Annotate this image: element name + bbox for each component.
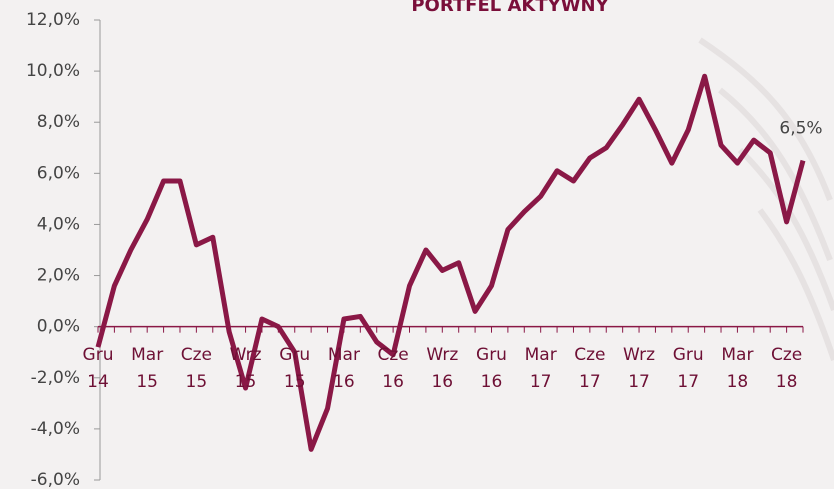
y-tick-label: 0,0% bbox=[37, 317, 80, 337]
y-tick-label: 2,0% bbox=[37, 266, 80, 286]
y-tick-label: 4,0% bbox=[37, 214, 80, 234]
y-tick-label: 10,0% bbox=[26, 61, 80, 81]
x-tick-label: Cze 15 bbox=[180, 344, 212, 392]
x-tick-label: Gru 17 bbox=[672, 344, 704, 392]
x-tick-label: Cze 16 bbox=[377, 344, 409, 392]
y-tick-label: -2,0% bbox=[31, 368, 80, 388]
x-tick-label: Mar 15 bbox=[131, 344, 164, 392]
x-tick-label: Mar 16 bbox=[327, 344, 360, 392]
chart-title: PORTFEL AKTYWNY bbox=[411, 0, 609, 16]
x-tick-label: Cze 18 bbox=[770, 344, 803, 392]
y-tick-label: 12,0% bbox=[26, 10, 80, 30]
x-tick-label: Gru 14 bbox=[82, 344, 114, 392]
y-tick-label: 6,0% bbox=[37, 163, 80, 183]
x-tick-label: Wrz 16 bbox=[426, 344, 459, 392]
decoration bbox=[698, 37, 834, 361]
x-tick-label: Mar 18 bbox=[721, 344, 754, 392]
line bbox=[95, 73, 806, 452]
value-label: 6,5% bbox=[779, 119, 822, 139]
x-tick-label: Gru 16 bbox=[476, 344, 507, 392]
y-tick-label: -6,0% bbox=[31, 470, 80, 489]
x-tick-label: Wrz 17 bbox=[623, 344, 656, 392]
x-tick-label: Mar 17 bbox=[524, 344, 557, 392]
x-tick-label: Cze 17 bbox=[574, 344, 606, 392]
x-tick-label: Wrz 15 bbox=[229, 344, 262, 392]
y-tick-label: -4,0% bbox=[31, 419, 80, 439]
y-tick-label: 8,0% bbox=[37, 112, 80, 132]
x-tick-label: Gru 15 bbox=[279, 344, 311, 392]
